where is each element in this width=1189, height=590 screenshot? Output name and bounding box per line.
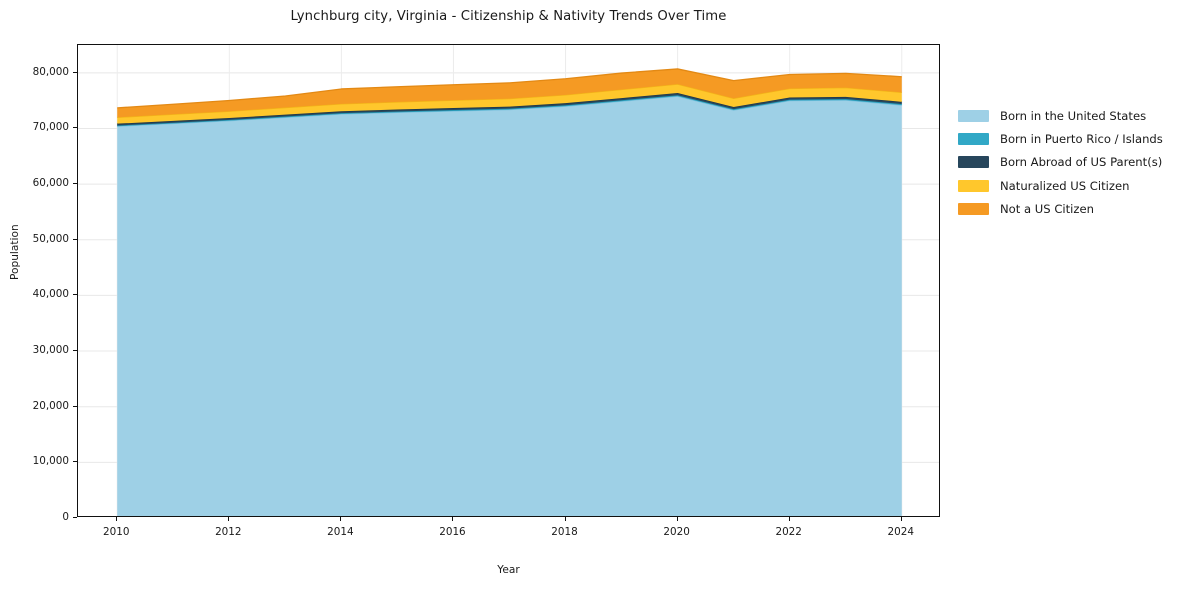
stacked-area-svg [78,45,939,516]
y-tick-mark [73,517,77,518]
legend-swatch-icon [958,203,989,216]
x-tick-mark [452,517,454,521]
y-tick-label: 0 [62,511,69,523]
legend-swatch-icon [958,109,989,122]
legend-label: Born Abroad of US Parent(s) [1000,155,1163,170]
y-tick-label: 50,000 [32,232,69,245]
x-tick-mark [676,517,678,521]
x-tick-label: 2014 [327,526,354,538]
y-tick-mark [73,71,77,73]
x-tick-label: 2016 [439,526,466,538]
chart-title: Lynchburg city, Virginia - Citizenship &… [290,9,727,24]
x-tick-label: 2020 [663,526,690,538]
y-tick-mark [73,405,77,407]
area-Born Abroad of US Parent(s) [117,92,902,126]
y-tick-label: 60,000 [32,177,69,190]
area-Not a US Citizen [117,68,902,118]
legend-item[interactable]: Not a US Citizen [958,198,1184,221]
legend-item[interactable]: Born Abroad of US Parent(s) [958,151,1184,174]
y-tick-mark [73,183,77,185]
x-tick-label: 2018 [551,526,578,538]
area-Born in Puerto Rico / Islands [117,95,902,127]
x-tick-mark [900,517,902,521]
legend-swatch-icon [958,133,989,146]
area-Naturalized US Citizen [117,84,902,124]
y-tick-mark [73,350,77,352]
x-tick-mark [228,517,230,521]
legend-label: Not a US Citizen [1000,202,1094,217]
plot-frame [77,44,940,517]
x-tick-mark [564,517,566,521]
legend-swatch-icon [958,156,989,169]
y-tick-label: 30,000 [32,344,69,357]
x-tick-label: 2022 [775,526,802,538]
area-Born in the United States [117,96,902,516]
y-tick-label: 80,000 [32,65,69,78]
x-tick-mark [116,517,118,521]
y-tick-mark [73,461,77,463]
y-tick-label: 40,000 [32,288,69,301]
legend-item[interactable]: Born in Puerto Rico / Islands [958,127,1184,150]
y-axis-label: Population [9,224,21,280]
legend-item[interactable]: Born in the United States [958,104,1184,127]
legend-label: Born in Puerto Rico / Islands [1000,132,1163,147]
y-tick-mark [73,238,77,240]
y-tick-label: 10,000 [32,455,69,468]
x-axis-label: Year [497,564,520,576]
y-tick-label: 20,000 [32,399,69,412]
y-tick-mark [73,127,77,129]
legend-label: Naturalized US Citizen [1000,178,1130,193]
x-tick-mark [340,517,342,521]
y-tick-label: 70,000 [32,121,69,134]
y-tick-mark [73,294,77,296]
plot-area: 0 10,000 20,000 30,000 40,000 50,000 60,000 70,… [33,44,940,538]
x-tick-label: 2024 [887,526,914,538]
x-tick-label: 2010 [102,526,130,538]
x-tick-mark [788,517,790,521]
legend-swatch-icon [958,179,989,192]
x-tick-label: 2012 [215,526,242,538]
chart-legend: Born in the United States Born in Puerto … [958,104,1184,221]
legend-label: Born in the United States [1000,108,1147,123]
legend-item[interactable]: Naturalized US Citizen [958,174,1184,197]
